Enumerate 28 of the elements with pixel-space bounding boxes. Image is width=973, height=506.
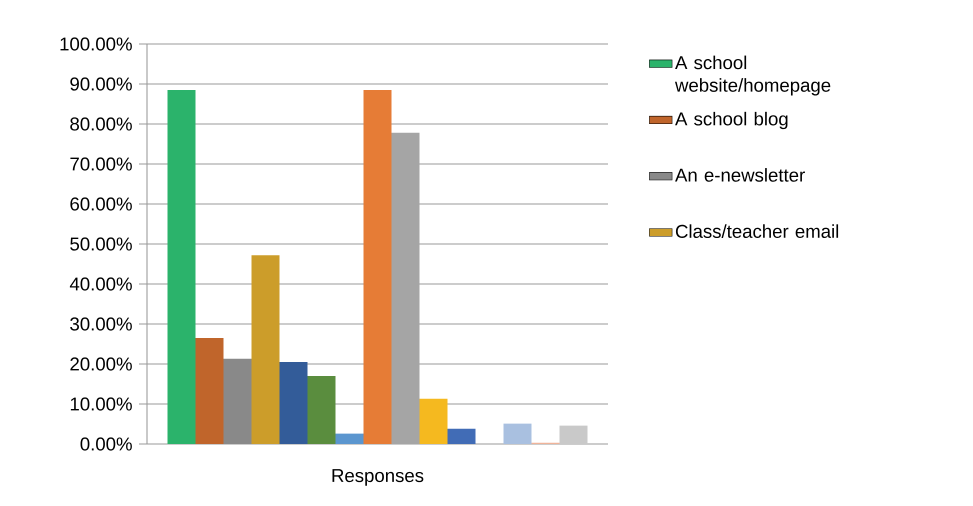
bar [448,428,476,444]
bar [224,358,252,444]
y-tick-label: 70.00% [70,157,132,171]
y-tick-label: 30.00% [70,317,132,331]
bar [196,338,224,444]
y-tick-label: 90.00% [70,77,132,91]
bar [280,362,308,444]
y-tick-label: 60.00% [70,197,132,211]
bar [308,376,336,444]
bar [560,426,588,444]
legend-label: A school website/homepage [674,56,830,96]
y-tick-label: 0.00% [80,437,132,451]
bar [364,90,392,444]
bar [336,434,364,444]
bar [420,398,448,444]
y-tick-label: 10.00% [70,397,132,411]
bar [168,90,196,444]
legend-label: A school blog [675,112,788,130]
legend-label: An e-newsletter [675,168,805,182]
y-tick-label: 50.00% [70,237,132,251]
bar [504,424,532,444]
x-tick-label: Responses [332,469,424,486]
y-tick-label: 100.00% [60,37,132,51]
y-tick-label: 40.00% [70,277,132,291]
y-tick-label: 80.00% [70,117,132,131]
legend-label: Class/teacher email [676,224,838,238]
y-tick-label: 20.00% [70,357,132,371]
bar [252,255,280,444]
